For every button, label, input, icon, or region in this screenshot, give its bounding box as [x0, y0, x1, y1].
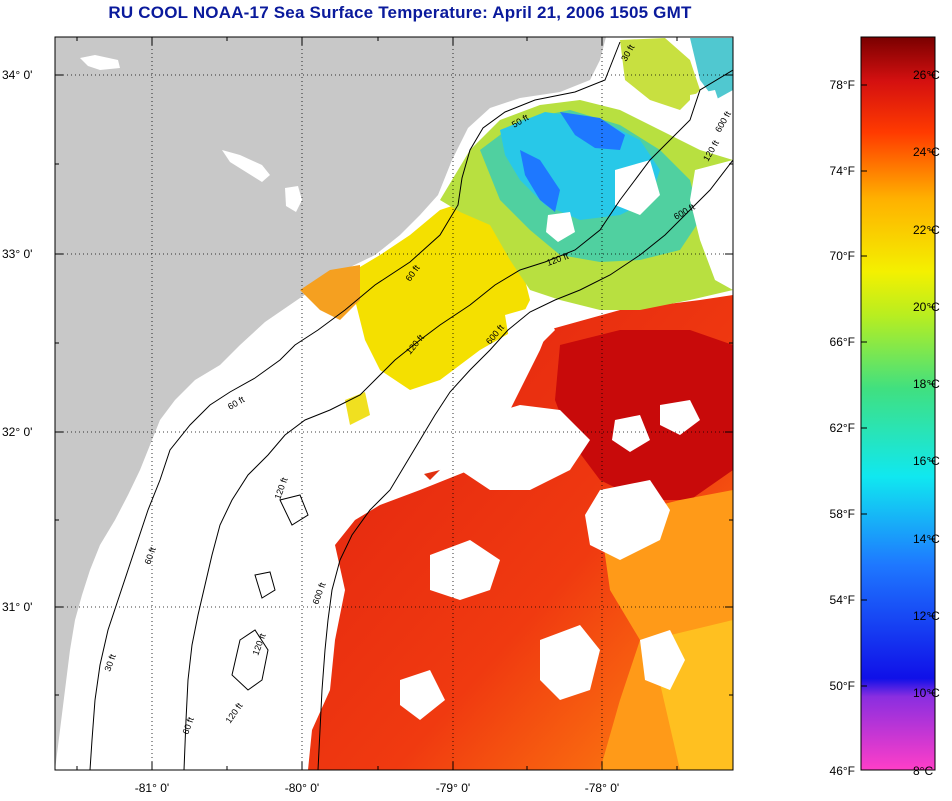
cb-f-label: 50°F	[830, 679, 855, 693]
lon-label: -80° 0'	[285, 781, 319, 795]
cb-c-label: 8°C	[913, 764, 933, 778]
lat-label: 31° 0'	[2, 600, 32, 614]
cb-f-label: 78°F	[830, 78, 855, 92]
lat-label: 34° 0'	[2, 68, 32, 82]
cloud-mask	[330, 90, 733, 720]
bathymetry-contours	[89, 41, 733, 770]
map-title: RU COOL NOAA-17 Sea Surface Temperature:…	[108, 3, 692, 22]
cb-f-label: 74°F	[830, 164, 855, 178]
frame-ticks	[55, 37, 733, 770]
graticule	[55, 37, 733, 770]
cb-c-label: 20°C	[913, 300, 940, 314]
lon-label: -78° 0'	[585, 781, 619, 795]
longitude-labels: -81° 0' -80° 0' -79° 0' -78° 0'	[135, 781, 619, 795]
colorbar-fahrenheit-labels: 78°F 74°F 70°F 66°F 62°F 58°F 54°F 50°F …	[830, 78, 855, 778]
cb-c-label: 12°C	[913, 609, 940, 623]
cb-f-label: 54°F	[830, 593, 855, 607]
lon-label: -79° 0'	[436, 781, 470, 795]
cb-c-label: 22°C	[913, 223, 940, 237]
sst-cool-field	[300, 38, 733, 425]
cb-f-label: 66°F	[830, 335, 855, 349]
colorbar-ticks	[861, 74, 935, 694]
cb-f-label: 70°F	[830, 249, 855, 263]
colorbar	[860, 36, 936, 771]
colorbar-celsius-labels: 26°C 24°C 22°C 20°C 18°C 16°C 14°C 12°C …	[913, 68, 940, 778]
cb-c-label: 18°C	[913, 377, 940, 391]
cb-c-label: 10°C	[913, 686, 940, 700]
inland-water	[80, 55, 302, 212]
sst-warm-field	[308, 295, 733, 770]
lat-label: 32° 0'	[2, 425, 32, 439]
cb-f-label: 58°F	[830, 507, 855, 521]
latitude-labels: 34° 0' 33° 0' 32° 0' 31° 0'	[2, 68, 32, 614]
lon-label: -81° 0'	[135, 781, 169, 795]
cb-f-label: 46°F	[830, 764, 855, 778]
cb-c-label: 26°C	[913, 68, 940, 82]
cb-c-label: 14°C	[913, 532, 940, 546]
lat-label: 33° 0'	[2, 247, 32, 261]
cb-c-label: 24°C	[913, 145, 940, 159]
cb-f-label: 62°F	[830, 421, 855, 435]
map-layers: 30 ft 50 ft 60 ft 120 ft 600 ft 60 ft 12…	[55, 37, 733, 770]
map-frame	[54, 36, 734, 771]
land-mass	[55, 37, 606, 770]
cb-c-label: 16°C	[913, 454, 940, 468]
